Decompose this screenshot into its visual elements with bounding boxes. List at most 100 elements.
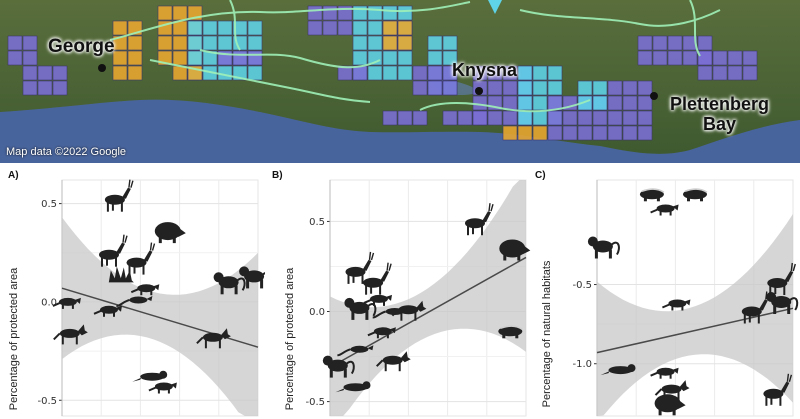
grid-cell	[172, 50, 188, 66]
antelope-icon-part	[467, 225, 469, 236]
grid-cell	[517, 95, 533, 111]
grid-cell	[52, 65, 68, 81]
mongoose-icon-part	[684, 299, 691, 306]
mongoose-icon-part	[681, 305, 684, 311]
grid-cell	[517, 110, 533, 126]
grid-cell	[202, 20, 218, 36]
grid-cell	[337, 65, 353, 81]
porcupine-icon-part	[108, 266, 134, 283]
y-tick-label: -0.5	[572, 280, 592, 291]
grid-cell	[472, 95, 488, 111]
grid-cell	[352, 65, 368, 81]
deer-icon-part	[362, 259, 372, 271]
bushpig-icon-part	[172, 237, 176, 244]
grid-cell	[172, 65, 188, 81]
grid-cell	[472, 65, 488, 81]
caracal-icon-part	[400, 311, 403, 321]
grid-cell	[307, 5, 323, 21]
grid-cell	[532, 65, 548, 81]
baboon-icon	[239, 266, 265, 289]
jackal-icon	[196, 328, 231, 349]
knysna-marker	[475, 87, 483, 95]
honey-badger-icon-part	[639, 189, 664, 200]
grid-cell	[382, 65, 398, 81]
grid-cell	[442, 65, 458, 81]
bushpig-icon-part	[654, 394, 681, 413]
grid-cell	[622, 125, 638, 141]
deer-icon	[345, 251, 375, 284]
antelope-icon-part	[149, 242, 156, 251]
antelope-icon	[741, 291, 771, 324]
grid-cell	[397, 20, 413, 36]
grid-cell	[202, 35, 218, 51]
confidence-band	[597, 213, 793, 416]
grid-cell	[337, 20, 353, 36]
antelope-icon	[363, 262, 392, 295]
antelope-icon	[767, 262, 796, 295]
caracal-icon-part	[61, 335, 64, 345]
mongoose-icon-part	[130, 288, 139, 294]
baboon-icon-part	[220, 285, 224, 295]
grid-cell	[112, 35, 128, 51]
mongoose-icon-part	[363, 298, 372, 304]
grid-cell	[742, 65, 758, 81]
baboon-icon-part	[594, 249, 598, 259]
mongoose-icon-part	[386, 294, 392, 301]
otter-icon-part	[362, 381, 371, 390]
grid-cell	[547, 110, 563, 126]
deer-icon-part	[106, 256, 108, 266]
mongoose-icon-part	[376, 333, 379, 339]
baboon-icon	[344, 297, 377, 320]
grid-cell	[247, 65, 263, 81]
grid-cell	[682, 50, 698, 66]
otter-icon-part	[600, 371, 610, 376]
grid-cell	[397, 50, 413, 66]
mongoose-icon-part	[170, 382, 177, 389]
grid-cell	[397, 35, 413, 51]
antelope-icon-part	[104, 194, 125, 205]
honey-badger-icon	[639, 188, 665, 202]
grid-cell	[592, 80, 608, 96]
caracal-icon-part	[53, 332, 61, 341]
grid-cell	[232, 50, 248, 66]
deer-icon-part	[352, 273, 355, 283]
caracal-icon-part	[77, 324, 88, 336]
antelope-icon	[104, 179, 134, 212]
otter-icon-part	[627, 364, 636, 373]
mongoose-icon-part	[93, 309, 102, 315]
otter-icon-part	[343, 383, 368, 392]
grid-cell	[697, 50, 713, 66]
mongoose-icon-part	[148, 386, 157, 392]
grid-cell	[487, 110, 503, 126]
honey-badger-icon	[498, 325, 523, 339]
grid-cell	[172, 35, 188, 51]
mongoose-icon-part	[116, 305, 122, 312]
satellite-map	[0, 0, 800, 163]
mongoose-icon-part	[113, 311, 115, 317]
antelope-icon-part	[142, 264, 145, 275]
grid-cell	[637, 80, 653, 96]
honey-badger-icon-part	[687, 197, 690, 202]
deer-icon-part	[361, 273, 364, 284]
antelope-icon-part	[783, 285, 786, 295]
antelope-icon-part	[111, 201, 114, 211]
mongoose-icon-part	[373, 300, 375, 306]
town-label-knysna: Knysna	[452, 60, 518, 80]
grid-cell	[352, 35, 368, 51]
bushpig-icon-part	[522, 244, 531, 255]
grid-cell	[172, 5, 188, 21]
baboon-icon-part	[234, 285, 238, 295]
grid-cell	[637, 110, 653, 126]
grid-cell	[217, 35, 233, 51]
baboon-icon-part	[608, 249, 612, 259]
grid-cell	[247, 35, 263, 51]
panel-b-plot: 0.5 0.0 -0.5	[305, 179, 531, 417]
bushpig-icon	[499, 239, 531, 261]
grid-cell	[352, 20, 368, 36]
grid-cell	[37, 80, 53, 96]
grid-cell	[367, 5, 383, 21]
deer-icon-part	[116, 242, 125, 254]
antelope-icon-part	[380, 270, 390, 282]
bushpig-icon-part	[677, 399, 686, 410]
grid-cell	[517, 125, 533, 141]
